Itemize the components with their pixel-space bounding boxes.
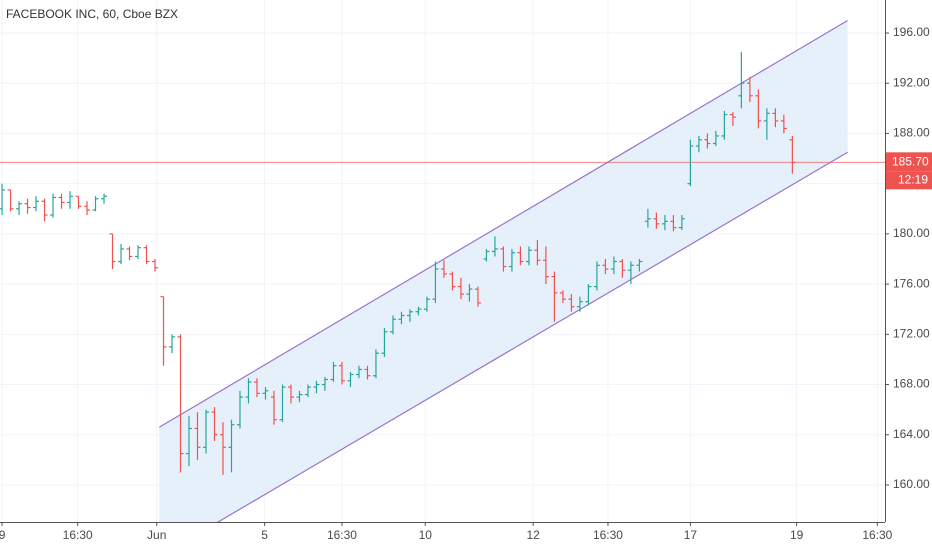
x-tick-label: 9: [0, 528, 6, 542]
y-tick-label: 188.00: [893, 126, 930, 140]
grid: [0, 0, 885, 522]
channel-lower: [216, 151, 848, 522]
x-tick-label: 12: [526, 528, 540, 542]
channel-upper: [158, 19, 848, 428]
y-tick-label: 196.00: [893, 25, 930, 39]
last-price-label: 185.70: [892, 154, 929, 168]
y-tick-label: 160.00: [893, 477, 930, 491]
x-tick-label: 5: [261, 528, 268, 542]
y-tick-label: 164.00: [893, 427, 930, 441]
x-tick-label: Jun: [147, 528, 166, 542]
x-tick-label: 19: [790, 528, 804, 542]
y-tick-label: 176.00: [893, 276, 930, 290]
countdown-label: 12:19: [898, 172, 928, 186]
plot-area: [0, 19, 885, 522]
y-tick-label: 172.00: [893, 326, 930, 340]
countdown-box: [886, 171, 932, 190]
x-tick-label: 17: [684, 528, 698, 542]
y-tick-label: 192.00: [893, 75, 930, 89]
x-tick-label: 10: [419, 528, 433, 542]
y-tick-label: 180.00: [893, 226, 930, 240]
x-tick-label: 16:30: [862, 528, 892, 542]
y-tick-label: 168.00: [893, 377, 930, 391]
axes: 160.00164.00168.00172.00176.00180.00184.…: [0, 25, 932, 542]
x-tick-label: 16:30: [327, 528, 357, 542]
x-tick-label: 16:30: [593, 528, 623, 542]
x-tick-label: 16:30: [63, 528, 93, 542]
chart-title: FACEBOOK INC, 60, Cboe BZX: [6, 7, 178, 21]
last-price-box: [886, 152, 932, 172]
